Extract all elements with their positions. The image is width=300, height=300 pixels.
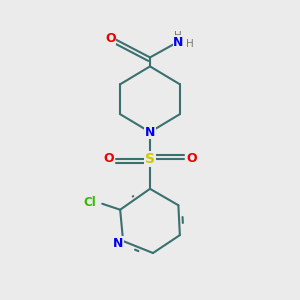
Text: N: N [112, 237, 123, 250]
Text: H: H [185, 39, 193, 49]
Text: N: N [173, 36, 184, 49]
Text: O: O [103, 152, 113, 166]
Text: O: O [105, 32, 116, 44]
Text: H: H [175, 31, 182, 41]
Text: O: O [187, 152, 197, 166]
Text: N: N [145, 126, 155, 139]
Text: S: S [145, 152, 155, 166]
Text: Cl: Cl [83, 196, 96, 209]
